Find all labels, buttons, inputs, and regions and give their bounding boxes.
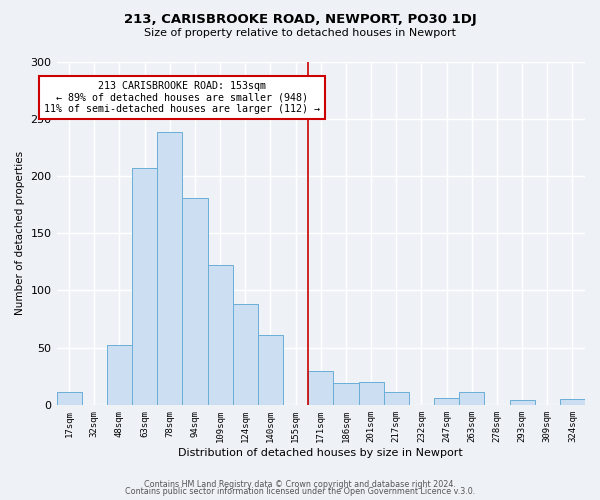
Text: 213, CARISBROOKE ROAD, NEWPORT, PO30 1DJ: 213, CARISBROOKE ROAD, NEWPORT, PO30 1DJ [124,12,476,26]
Bar [132,168,157,405]
Text: 213 CARISBROOKE ROAD: 153sqm
← 89% of detached houses are smaller (948)
11% of s: 213 CARISBROOKE ROAD: 153sqm ← 89% of de… [44,81,320,114]
Bar [334,383,359,405]
Bar [459,392,484,405]
Text: Size of property relative to detached houses in Newport: Size of property relative to detached ho… [144,28,456,38]
Text: Contains public sector information licensed under the Open Government Licence v.: Contains public sector information licen… [125,488,475,496]
Bar [560,399,585,405]
Text: Contains HM Land Registry data © Crown copyright and database right 2024.: Contains HM Land Registry data © Crown c… [144,480,456,489]
Bar [434,398,459,405]
Bar [509,400,535,405]
Bar [56,392,82,405]
Bar [182,198,208,405]
Bar [308,370,334,405]
X-axis label: Distribution of detached houses by size in Newport: Distribution of detached houses by size … [178,448,463,458]
Bar [383,392,409,405]
Y-axis label: Number of detached properties: Number of detached properties [15,151,25,315]
Bar [233,304,258,405]
Bar [157,132,182,405]
Bar [359,382,383,405]
Bar [208,265,233,405]
Bar [258,335,283,405]
Bar [107,346,132,405]
